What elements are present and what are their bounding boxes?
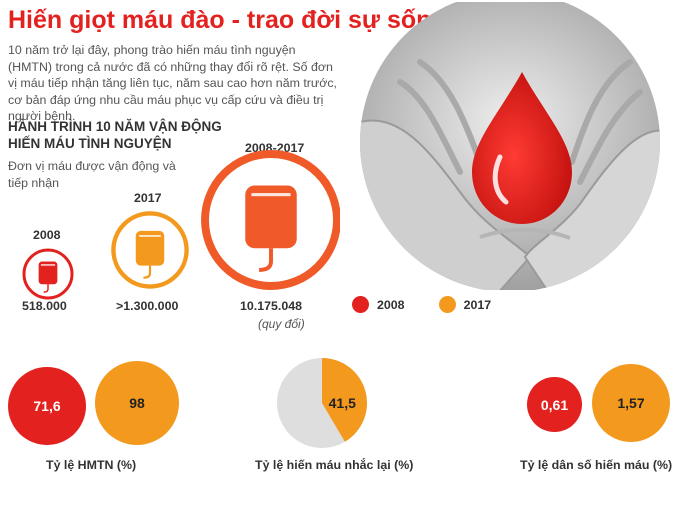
value-label-2017: >1.300.000 xyxy=(116,299,179,313)
value-label-total: 10.175.048 xyxy=(240,299,303,313)
page-title: Hiến giọt máu đào - trao đời sự sống xyxy=(8,6,447,34)
year-label-2017: 2017 xyxy=(134,191,162,205)
section-subtitle: Đơn vị máu được vận động và tiếp nhận xyxy=(8,159,176,190)
legend-swatch-2017 xyxy=(438,296,456,313)
hmtn-2008-value: 71,6 xyxy=(33,398,61,414)
blood-units-bubbles xyxy=(22,150,340,300)
repeat-label: Tỷ lệ hiến máu nhắc lại (%) xyxy=(255,458,414,472)
legend-label-2017: 2017 xyxy=(463,297,492,312)
blood-bag-tube xyxy=(143,265,152,279)
repeat-pie-value: 41,5 xyxy=(329,395,356,411)
legend: 2008 2017 xyxy=(352,296,491,313)
population-2017-value: 1,57 xyxy=(617,395,645,411)
blood-bag-fill-line xyxy=(40,264,56,266)
hmtn-2008-bubble: 71,6 xyxy=(8,367,86,445)
year-label-2008: 2008 xyxy=(33,228,61,242)
intro-paragraph: 10 năm trở lại đây, phong trào hiến máu … xyxy=(8,43,337,124)
blood-bag-icon xyxy=(38,261,58,285)
population-2008-value: 0,61 xyxy=(540,396,569,413)
repeat-pie-slice xyxy=(322,358,367,442)
population-2017-bubble: 1,57 xyxy=(592,364,670,442)
population-2008-bubble: 0,61 xyxy=(527,377,582,432)
section-title: HÀNH TRÌNH 10 NĂM VẬN ĐỘNG HIẾN MÁU TÌNH… xyxy=(8,119,222,151)
repeat-donation-pie: 41,5 xyxy=(277,358,367,448)
blood-bag-icon xyxy=(135,230,165,266)
blood-bag-fill-line xyxy=(251,193,291,197)
blood-bag-fill-line xyxy=(139,235,161,237)
bubble-2008-2017 xyxy=(201,150,340,290)
bubble-2017 xyxy=(111,211,189,289)
legend-swatch-2008 xyxy=(352,296,369,313)
hands-blood-drop-illustration xyxy=(360,2,660,290)
blood-bag-icon xyxy=(245,185,297,249)
hmtn-2017-value: 98 xyxy=(129,395,145,411)
hmtn-label: Tỷ lệ HMTN (%) xyxy=(46,458,137,472)
blood-bag-tube xyxy=(43,284,49,293)
legend-label-2008: 2008 xyxy=(377,297,405,312)
value-label-2008: 518.000 xyxy=(22,299,67,313)
bubble-2008 xyxy=(22,248,74,300)
hmtn-2017-bubble: 98 xyxy=(95,361,179,445)
population-label: Tỷ lệ dân số hiến máu (%) xyxy=(520,458,673,472)
value-note-total: (quy đổi) xyxy=(258,317,305,331)
stats-row: 71,6 98 Tỷ lệ HMTN (%) 41,5 Tỷ lệ hiến m… xyxy=(0,355,680,505)
blood-bag-tube xyxy=(259,248,273,272)
